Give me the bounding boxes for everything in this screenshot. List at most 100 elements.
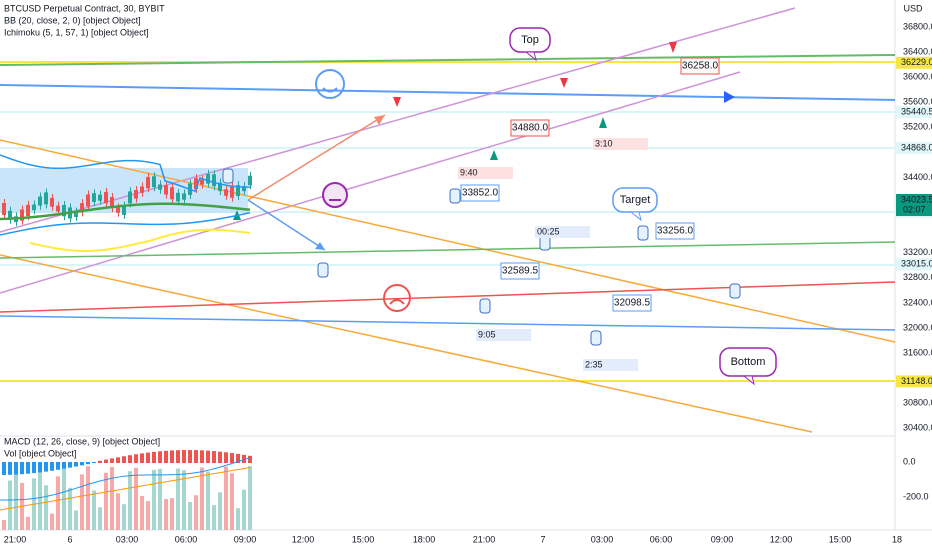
macd-histogram [146, 452, 150, 463]
macd-histogram [68, 462, 72, 468]
trend-line [0, 254, 813, 433]
volume-bar [146, 501, 150, 530]
macd-histogram [80, 462, 84, 466]
price-label-box [460, 184, 500, 202]
macd-histogram [134, 454, 138, 463]
price-tag [896, 56, 932, 69]
candle-body [134, 189, 138, 199]
volume-bar [92, 490, 96, 530]
time-axis-label: 18:00 [413, 534, 436, 544]
macd-histogram [26, 462, 30, 474]
volume-bar [230, 473, 234, 530]
macd-histogram [44, 462, 48, 472]
price-label: 33256.0 [657, 226, 694, 237]
candle-body [140, 186, 144, 193]
candle-body [152, 176, 156, 188]
emoji-mouth [322, 87, 338, 93]
candle-body [200, 179, 204, 185]
time-axis-label: 21:00 [473, 534, 496, 544]
ichimoku-lag [29, 228, 251, 253]
price-label: 32098.5 [614, 298, 651, 309]
hand-icon [479, 298, 491, 314]
price-axis-label: 35200.0 [903, 122, 932, 132]
macd-histogram [38, 462, 42, 473]
down-arrow [560, 78, 568, 88]
candle-body [224, 189, 228, 196]
bb-upper [0, 154, 251, 193]
candle-body [248, 175, 252, 186]
time-label-box [535, 226, 590, 238]
macd-axis-label: -200.0 [903, 491, 929, 501]
time-axis-label: 06:00 [175, 534, 198, 544]
price-tag [896, 375, 932, 388]
volume-bar [188, 502, 192, 530]
candle-body [146, 176, 150, 189]
price-tag-label: 35440.5 [901, 107, 932, 117]
time-label-box [458, 167, 513, 179]
candle-body [26, 204, 30, 217]
time-axis-label: 12:00 [770, 534, 793, 544]
hand-icon [539, 235, 551, 251]
price-axis-label: 33200.0 [903, 247, 932, 257]
volume-bar [44, 485, 48, 530]
callout-tail [524, 51, 537, 62]
volume-bar [2, 520, 6, 530]
volume-bar [86, 466, 90, 530]
candle-body [8, 210, 12, 220]
callout-text: Target [620, 194, 651, 206]
macd-histogram [140, 453, 144, 463]
price-label: 33852.0 [462, 188, 499, 199]
trend-line [0, 54, 896, 66]
volume-bar [170, 498, 174, 530]
price-tag-label: 33015.0 [901, 259, 932, 269]
macd-axis-label: 0.0 [903, 456, 916, 466]
price-axis-label: 36400.0 [903, 46, 932, 56]
candle-body [236, 185, 240, 197]
time-label-box [476, 329, 531, 341]
volume-bar [236, 508, 240, 530]
price-label-box [612, 294, 652, 312]
candle-body [50, 197, 54, 207]
candle-body [230, 186, 234, 198]
macd-histogram [188, 450, 192, 463]
volume-bar [122, 504, 126, 530]
macd-histogram [122, 456, 126, 463]
candle-body [110, 197, 114, 209]
price-axis-label: 31600.0 [903, 347, 932, 357]
time-label: 2:35 [585, 359, 603, 369]
hand-icon [222, 168, 234, 184]
volume-bar [26, 516, 30, 530]
volume-bar [68, 487, 72, 530]
macd-histogram [236, 453, 240, 463]
macd-histogram [104, 459, 108, 463]
macd-histogram [212, 451, 216, 463]
volume-bar [80, 474, 84, 530]
time-axis-label: 03:00 [116, 534, 139, 544]
arrow-head [315, 242, 325, 250]
time-axis-label: 03:00 [591, 534, 614, 544]
macd-histogram [2, 462, 6, 475]
down-arrow [669, 42, 677, 53]
volume-bar [206, 471, 210, 530]
down-arrow [393, 97, 401, 107]
price-axis-label: 30400.0 [903, 423, 932, 433]
volume-bar [176, 468, 180, 530]
candle-body [164, 185, 168, 195]
hand-icon [317, 262, 329, 278]
candle-body [182, 193, 186, 200]
time-label-box [593, 138, 648, 150]
arrow-line [247, 199, 326, 251]
macd-histogram [62, 462, 66, 469]
callout-text: Top [521, 34, 539, 46]
macd-histogram [248, 455, 252, 463]
candle-body [80, 203, 84, 213]
price-label-box [510, 119, 550, 137]
price-label-box [500, 262, 540, 280]
time-label: 3:10 [595, 138, 613, 148]
callout-tail [742, 375, 755, 386]
hand-icon [729, 283, 741, 299]
currency: USD [903, 3, 923, 13]
macd-histogram [86, 462, 90, 465]
candle-body [62, 204, 66, 217]
